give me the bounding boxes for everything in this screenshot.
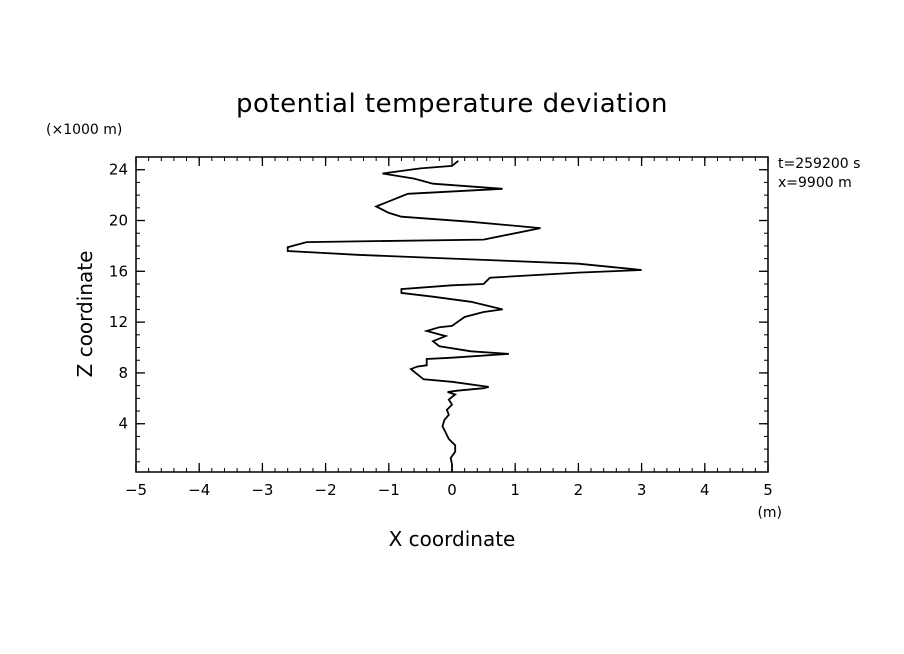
x-tick-label: 4 — [700, 481, 710, 499]
x-tick-label: 5 — [763, 481, 773, 499]
y-tick-label: 20 — [109, 212, 128, 230]
y-unit-label: (×1000 m) — [46, 122, 122, 138]
y-tick-label: 16 — [109, 262, 128, 280]
chart-title: potential temperature deviation — [236, 89, 668, 119]
x-tick-label: −5 — [125, 481, 147, 499]
y-tick-labels: 4 8 12 16 20 24 — [109, 161, 128, 433]
y-tick-label: 12 — [109, 313, 128, 331]
x-tick-label: −3 — [251, 481, 273, 499]
x-tick-label: −4 — [188, 481, 210, 499]
series-line — [286, 160, 642, 472]
major-ticks — [135, 157, 769, 472]
x-tick-label: −2 — [315, 481, 337, 499]
x-axis-label: X coordinate — [389, 527, 516, 551]
time-annotation: t=259200 s — [778, 156, 860, 172]
x-tick-label: 3 — [637, 481, 647, 499]
plot-frame — [135, 156, 769, 473]
x-unit-label: (m) — [757, 505, 782, 521]
y-tick-label: 24 — [109, 161, 128, 179]
y-tick-label: 8 — [118, 364, 128, 382]
y-tick-label: 4 — [118, 415, 128, 433]
x-tick-label: −1 — [378, 481, 400, 499]
x-tick-label: 0 — [447, 481, 457, 499]
x-tick-label: 1 — [510, 481, 520, 499]
minor-ticks — [135, 156, 769, 472]
position-annotation: x=9900 m — [778, 175, 852, 191]
x-tick-label: 2 — [574, 481, 584, 499]
x-tick-labels: −5 −4 −3 −2 −1 0 1 2 3 4 5 — [125, 481, 773, 499]
y-axis-label: Z coordinate — [73, 251, 97, 378]
